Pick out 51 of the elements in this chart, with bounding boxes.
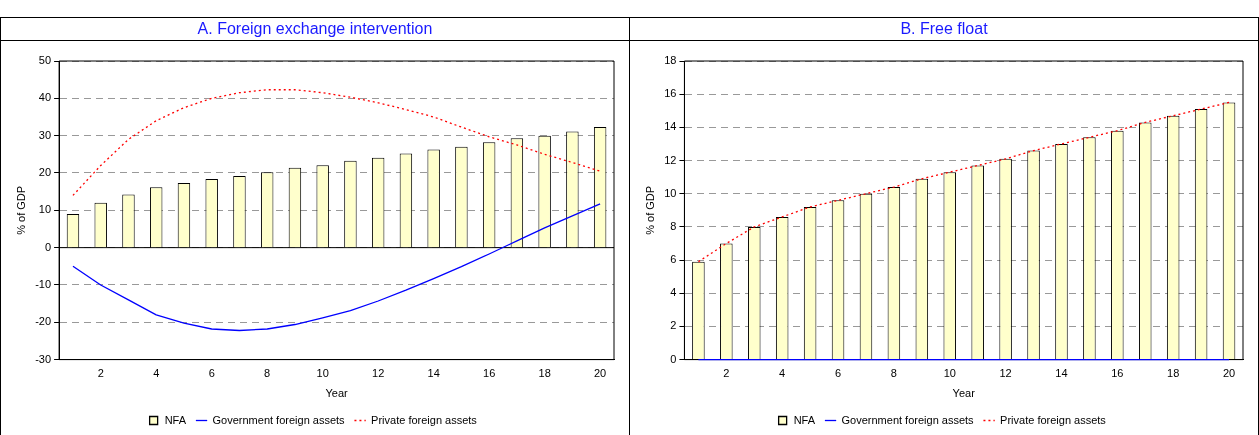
y-tick-label: 20 — [38, 166, 52, 179]
y-tick-label: -10 — [35, 277, 52, 290]
y-tick-label: 0 — [44, 240, 52, 253]
x-tick-label: 20 — [594, 367, 607, 380]
x-tick-label: 18 — [538, 367, 551, 380]
y-tick-label: 50 — [38, 54, 52, 67]
x-tick-label: 2 — [97, 367, 104, 380]
x-tick-label: 2 — [723, 367, 730, 380]
y-tick-label: 2 — [670, 319, 677, 332]
y-tick-label: 40 — [38, 91, 52, 104]
x-tick-label: 8 — [890, 367, 897, 380]
y-tick-label: 16 — [664, 87, 677, 100]
y-axis-title: % of GDP — [643, 185, 656, 235]
x-tick-label: 4 — [153, 367, 160, 380]
x-tick-label: 8 — [264, 367, 271, 380]
x-tick-label: 12 — [999, 367, 1012, 380]
x-tick-label: 6 — [208, 367, 215, 380]
y-tick-label: 10 — [664, 186, 677, 199]
x-tick-label: 10 — [316, 367, 329, 380]
legend-label: NFA — [793, 413, 816, 426]
x-tick-label: 16 — [483, 367, 496, 380]
y-tick-label: 12 — [664, 153, 677, 166]
y-tick-label: -20 — [35, 315, 52, 328]
y-tick-label: 8 — [670, 219, 677, 232]
y-axis-title: % of GDP — [14, 185, 27, 235]
legend-label: Government foreign assets — [841, 413, 975, 426]
x-tick-label: 18 — [1167, 367, 1180, 380]
x-tick-label: 12 — [372, 367, 385, 380]
y-tick-label: 10 — [38, 203, 52, 216]
y-tick-label: 14 — [664, 120, 677, 133]
y-tick-label: -30 — [35, 352, 52, 365]
x-tick-label: 4 — [779, 367, 786, 380]
x-axis-title: Year — [952, 387, 976, 400]
x-tick-label: 10 — [943, 367, 956, 380]
chart-title: A. Foreign exchange intervention — [1, 18, 629, 41]
x-tick-label: 20 — [1222, 367, 1236, 380]
chart-title: B. Free float — [630, 18, 1258, 41]
legend-label: NFA — [164, 413, 187, 426]
legend-label: Private foreign assets — [371, 413, 478, 426]
x-axis-title: Year — [325, 387, 348, 400]
legend-label: Government foreign assets — [212, 413, 346, 426]
legend-label: Private foreign assets — [1000, 413, 1107, 426]
x-tick-label: 14 — [427, 367, 440, 380]
x-tick-label: 14 — [1055, 367, 1068, 380]
y-tick-label: 4 — [670, 286, 677, 299]
x-tick-label: 6 — [834, 367, 842, 380]
y-tick-label: 6 — [670, 253, 677, 266]
y-tick-label: 30 — [38, 128, 52, 141]
y-tick-label: 0 — [670, 352, 677, 365]
x-tick-label: 16 — [1111, 367, 1124, 380]
y-tick-label: 18 — [664, 54, 677, 67]
